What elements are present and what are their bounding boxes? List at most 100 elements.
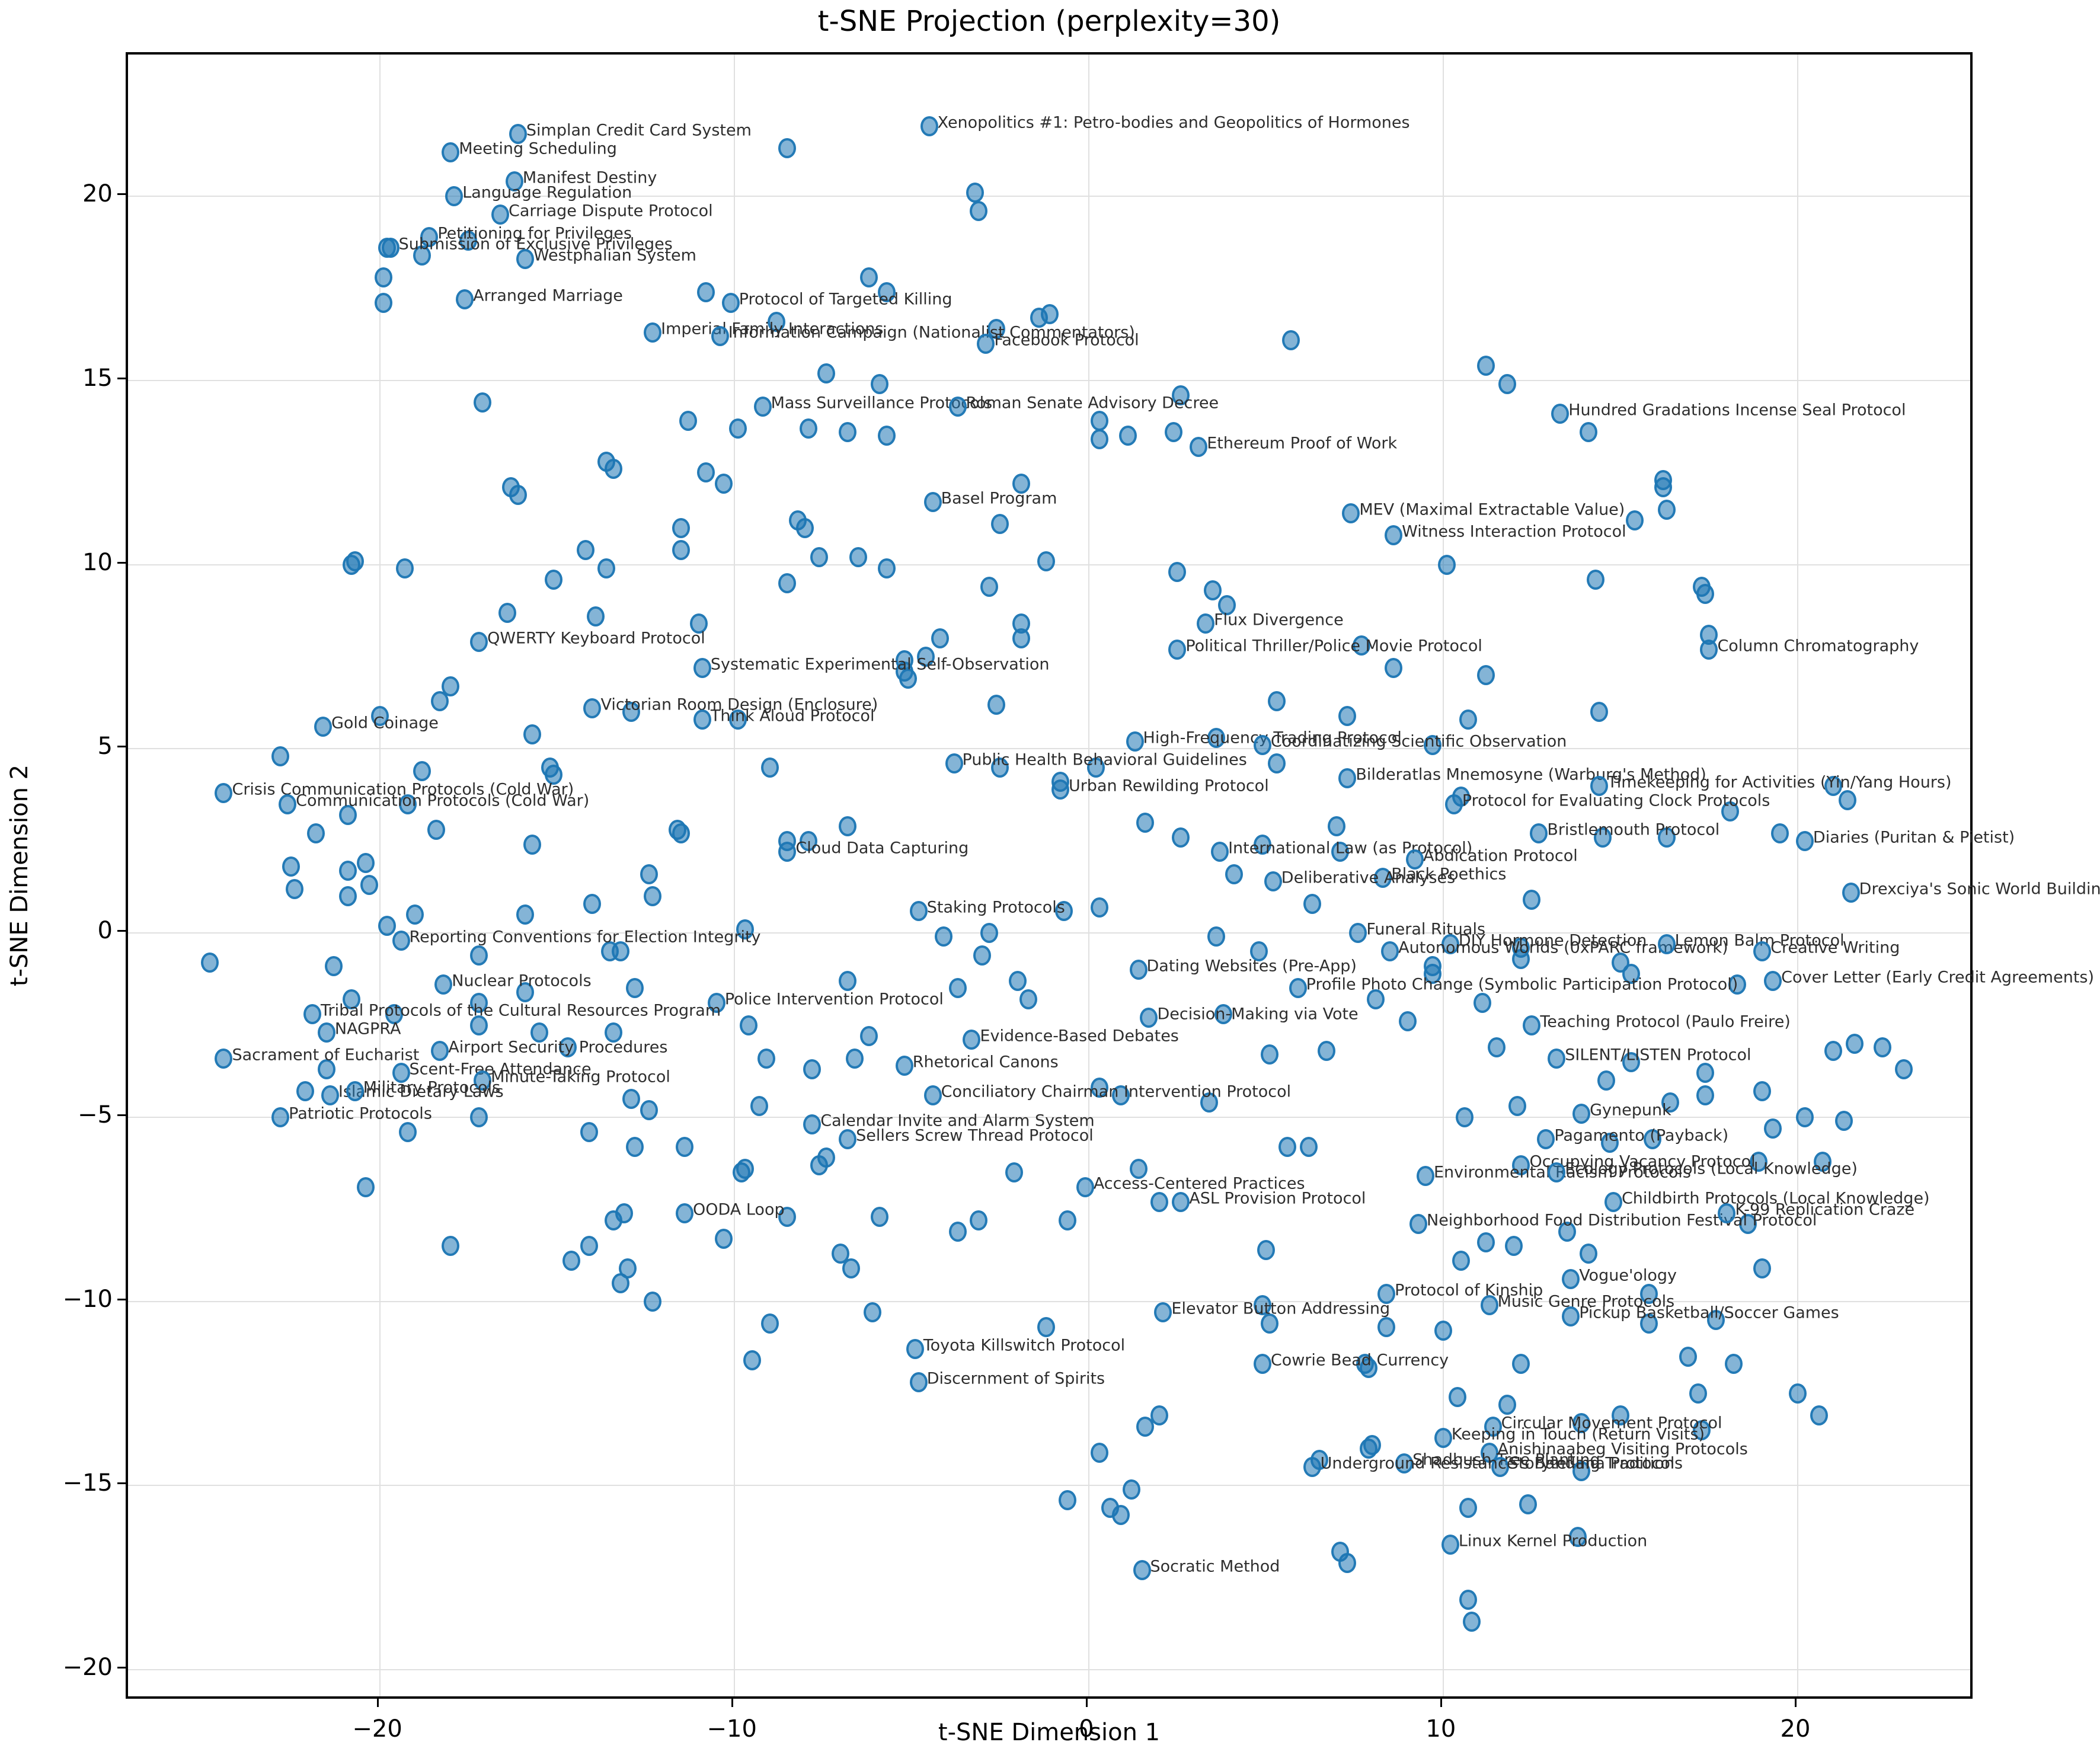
- scatter-point: [750, 1096, 768, 1117]
- scatter-point: [1498, 1394, 1516, 1415]
- scatter-point: [1572, 1103, 1591, 1124]
- scatter-point: [370, 705, 389, 726]
- point-label: Decision-Making via Vote: [1157, 1005, 1359, 1024]
- scatter-point: [1338, 1552, 1357, 1573]
- y-tick-label: −20: [62, 1654, 113, 1682]
- x-gridline: [733, 55, 735, 1696]
- scatter-point: [1707, 1309, 1725, 1330]
- y-gridline: [128, 1669, 1970, 1671]
- scatter-point: [1338, 768, 1357, 789]
- scatter-point: [839, 1129, 857, 1150]
- scatter-point: [1150, 1191, 1169, 1212]
- x-gridline: [379, 55, 381, 1696]
- scatter-point: [711, 326, 729, 347]
- scatter-point: [1625, 510, 1644, 531]
- scatter-point: [859, 1026, 878, 1047]
- scatter-point: [1813, 1151, 1831, 1172]
- point-label: Deliberative Analyses: [1281, 868, 1456, 887]
- point-label: Think Aloud Protocol: [710, 707, 875, 725]
- point-label: Column Chromatography: [1717, 637, 1919, 656]
- scatter-point: [1281, 330, 1300, 350]
- scatter-point: [1824, 1041, 1842, 1062]
- scatter-point: [385, 1003, 403, 1024]
- scatter-point: [1874, 1037, 1892, 1057]
- scatter-point: [1824, 775, 1842, 796]
- scatter-point: [1480, 1294, 1498, 1315]
- point-label: Roman Senate Advisory Decree: [966, 394, 1219, 412]
- point-label: Elevator Button Addressing: [1171, 1299, 1391, 1318]
- scatter-point: [778, 573, 797, 593]
- scatter-point: [1771, 823, 1789, 844]
- scatter-point: [562, 1251, 580, 1271]
- scatter-point: [1172, 1191, 1190, 1212]
- scatter-point: [1090, 897, 1108, 918]
- point-label: Staking Protocols: [926, 898, 1065, 917]
- scatter-point: [1338, 705, 1357, 726]
- y-gridline: [128, 380, 1970, 381]
- point-label: Teaching Protocol (Paulo Freire): [1540, 1012, 1791, 1031]
- scatter-point: [413, 245, 431, 266]
- scatter-point: [980, 923, 999, 944]
- scatter-point: [693, 657, 711, 678]
- scatter-point: [1051, 779, 1069, 800]
- scatter-point: [920, 116, 938, 137]
- y-gridline: [128, 196, 1970, 197]
- point-label: Imperial Family Interactions: [661, 319, 884, 338]
- scatter-point: [1657, 499, 1676, 520]
- scatter-point: [1562, 1306, 1580, 1327]
- scatter-point: [1168, 562, 1187, 583]
- point-label: Diaries (Puritan & Pietist): [1813, 828, 2015, 847]
- point-label: International Law (as Protocol): [1228, 839, 1473, 858]
- scatter-point: [1267, 691, 1286, 711]
- scatter-point: [1165, 422, 1183, 442]
- point-label: Minute-Taking Protocol: [491, 1067, 670, 1086]
- scatter-point: [1580, 422, 1598, 442]
- scatter-point: [1657, 827, 1676, 848]
- point-label: Urban Rewilding Protocol: [1068, 776, 1269, 795]
- scatter-point: [644, 322, 662, 343]
- scatter-point: [1484, 1417, 1502, 1437]
- scatter-point: [1689, 1383, 1708, 1404]
- scatter-point: [991, 757, 1009, 778]
- scatter-point: [1604, 1191, 1622, 1212]
- scatter-point: [1264, 871, 1282, 892]
- point-label: Cover Letter (Early Credit Agreements): [1781, 968, 2095, 987]
- scatter-point: [1374, 868, 1392, 888]
- point-label: K-99 Replication Craze: [1735, 1200, 1915, 1219]
- y-tick-mark: [117, 378, 126, 379]
- scatter-point: [1693, 1420, 1711, 1441]
- scatter-point: [1491, 1457, 1509, 1478]
- scatter-point: [1423, 735, 1441, 756]
- y-tick-mark: [117, 193, 126, 196]
- point-label: Access-Centered Practices: [1093, 1174, 1305, 1193]
- scatter-point: [1303, 893, 1321, 914]
- point-label: Sellers Screw Thread Protocol: [856, 1126, 1094, 1145]
- scatter-point: [456, 289, 474, 310]
- scatter-point: [1519, 1494, 1538, 1514]
- scatter-point: [317, 1059, 335, 1080]
- scatter-point: [580, 1236, 598, 1257]
- point-label: Pickup Basketball/Soccer Games: [1579, 1303, 1839, 1322]
- scatter-point: [736, 919, 754, 939]
- scatter-point: [1207, 926, 1226, 947]
- scatter-point: [916, 647, 935, 667]
- scatter-point: [1090, 429, 1108, 450]
- point-label: Flux Divergence: [1214, 610, 1344, 629]
- scatter-point: [1190, 436, 1208, 457]
- scatter-point: [1090, 1078, 1108, 1098]
- scatter-point: [470, 1015, 488, 1035]
- scatter-point: [1512, 1354, 1530, 1375]
- scatter-point: [728, 709, 747, 730]
- scatter-point: [1218, 595, 1236, 616]
- scatter-point: [1842, 882, 1860, 903]
- scatter-point: [1587, 569, 1605, 590]
- scatter-point: [1278, 1136, 1296, 1157]
- y-tick-label: −5: [78, 1101, 113, 1129]
- point-label: Nuclear Protocols: [452, 971, 592, 990]
- scatter-point: [977, 333, 995, 354]
- point-label: Protocol of Kinship: [1395, 1281, 1543, 1300]
- scatter-point: [1353, 635, 1371, 656]
- point-label: MEV (Maximal Extractable Value): [1359, 500, 1625, 519]
- scatter-point: [877, 426, 896, 446]
